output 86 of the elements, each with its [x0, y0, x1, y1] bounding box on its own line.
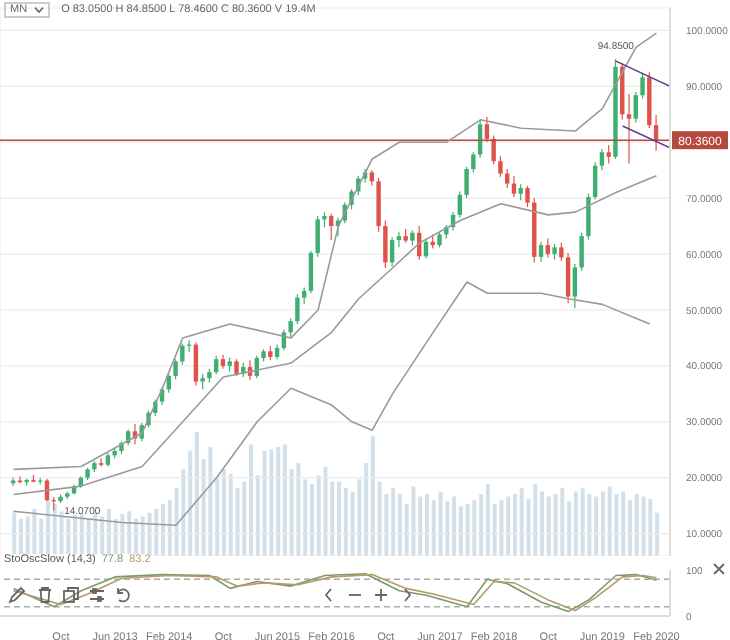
bar [573, 491, 578, 556]
bar [262, 450, 267, 556]
candlestick [389, 236, 395, 267]
candlestick [640, 72, 645, 100]
bar [519, 487, 524, 556]
candlestick [464, 166, 469, 199]
bar [391, 487, 396, 556]
bar [499, 500, 504, 556]
candlestick [626, 93, 632, 165]
candlestick [606, 144, 611, 165]
bar [100, 516, 105, 556]
bar [140, 516, 145, 556]
bar [452, 496, 457, 556]
bar [553, 494, 558, 556]
candlestick [511, 175, 517, 198]
line-series [12, 32, 658, 471]
bar [228, 474, 233, 556]
candlestick [592, 161, 598, 200]
bar [208, 446, 213, 556]
bar [465, 503, 470, 556]
bar [485, 484, 490, 556]
bar [25, 516, 30, 556]
bar [607, 486, 612, 556]
bar [512, 494, 517, 556]
bar [323, 466, 328, 556]
bar [154, 508, 159, 556]
bar [648, 498, 653, 556]
bar [66, 518, 71, 556]
bar [424, 494, 429, 556]
candlestick [98, 457, 104, 468]
bar [296, 463, 301, 556]
candlestick [538, 241, 544, 263]
candlestick [586, 193, 591, 241]
bar [32, 508, 37, 556]
bar [221, 469, 226, 556]
candlestick [193, 341, 199, 387]
bar [540, 491, 545, 556]
bar [45, 500, 50, 556]
bar [397, 494, 402, 556]
bar [343, 487, 348, 556]
candlestick [173, 358, 178, 380]
bar [438, 491, 443, 556]
bar [628, 500, 633, 556]
bar [194, 432, 199, 556]
bar [506, 496, 511, 556]
candlestick [213, 355, 219, 375]
bar [580, 487, 585, 556]
bar [161, 503, 166, 556]
bar [560, 487, 565, 556]
candlestick [633, 91, 638, 124]
candlestick [525, 185, 530, 208]
bar [411, 486, 416, 556]
candlestick [329, 213, 334, 241]
candlestick [383, 219, 388, 269]
bar [621, 491, 626, 556]
bar [282, 444, 287, 556]
bar [594, 496, 599, 556]
bar [634, 494, 639, 556]
candlestick [599, 148, 605, 171]
bar [276, 446, 281, 556]
bar [269, 449, 274, 556]
candlestick [565, 252, 571, 304]
candlestick [498, 155, 503, 178]
bar [600, 491, 605, 556]
bar [546, 496, 551, 556]
bar [370, 435, 375, 556]
bar [533, 484, 538, 556]
bar [431, 500, 436, 556]
bar [73, 515, 78, 556]
candlestick [295, 293, 300, 325]
bar [316, 475, 321, 556]
candlestick [457, 190, 463, 219]
bar [614, 494, 619, 556]
bar [587, 494, 592, 556]
bar [18, 518, 23, 556]
bar [337, 481, 341, 556]
candlestick [396, 231, 402, 248]
bar [472, 500, 477, 556]
bar [641, 496, 646, 556]
candlestick [376, 177, 381, 233]
bar [59, 511, 64, 556]
candlestick [545, 237, 550, 258]
bar [249, 444, 254, 556]
line-series [12, 174, 658, 496]
candlestick [180, 342, 185, 366]
candlestick [504, 168, 510, 189]
